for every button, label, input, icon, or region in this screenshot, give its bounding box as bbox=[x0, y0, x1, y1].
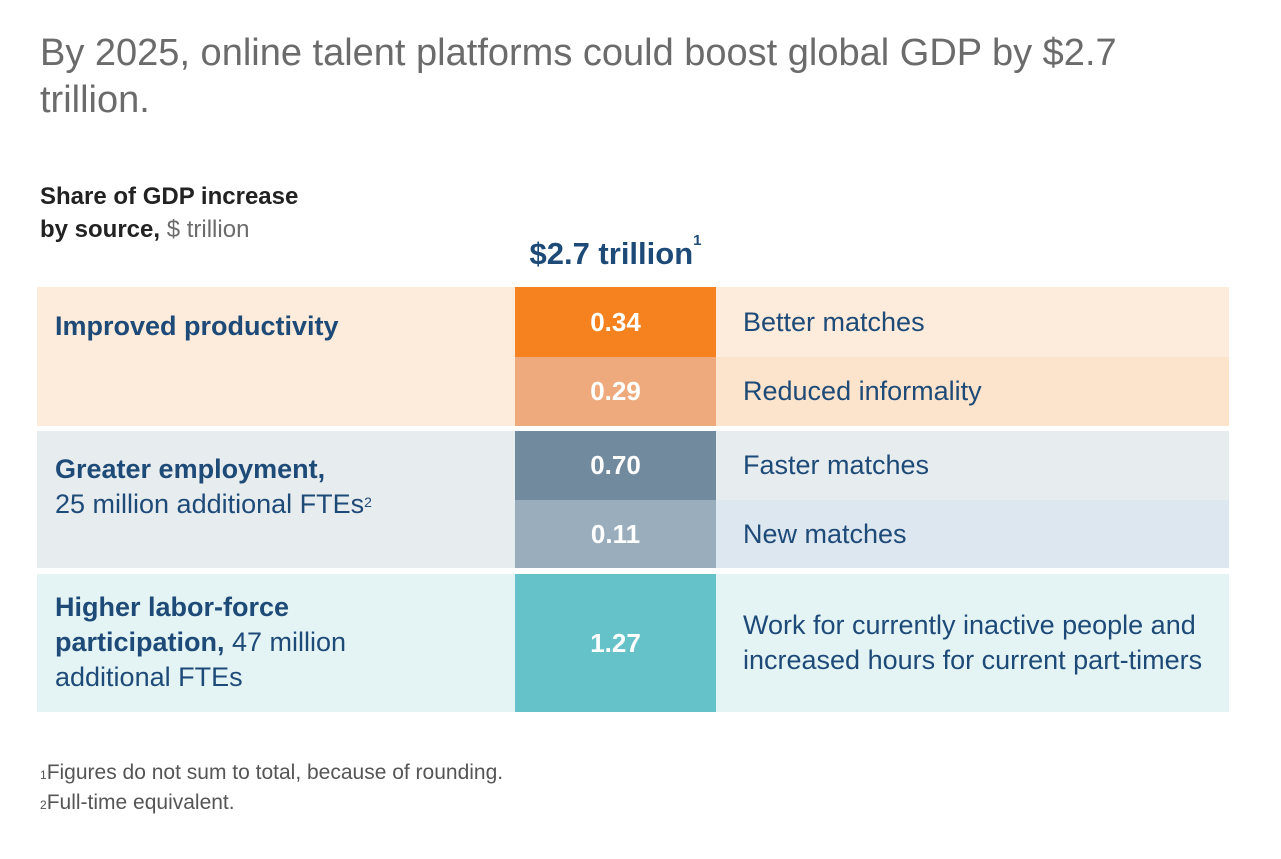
total-footnote-mark: 1 bbox=[693, 232, 702, 249]
subtitle-unit: $ trillion bbox=[160, 216, 250, 243]
group-detail: 47 million additional FTEs bbox=[55, 627, 347, 692]
total-label: $2.7 trillion1 bbox=[515, 232, 716, 272]
group-name: Higher labor-force participation, bbox=[55, 592, 290, 657]
footnote-1: 1Figures do not sum to total, because of… bbox=[40, 761, 504, 784]
chart-title: By 2025, online talent platforms could b… bbox=[40, 32, 1117, 121]
group-label-participation: Higher labor-force participation, 47 mil… bbox=[55, 590, 455, 695]
source-label-new-matches: New matches bbox=[743, 518, 907, 549]
subtitle-by-source: by source, bbox=[40, 216, 161, 243]
subtitle-line-1: Share of GDP increase bbox=[40, 183, 299, 210]
group-name: Greater employment, bbox=[55, 454, 326, 484]
value-cell-reduced-informality: 0.29 bbox=[515, 357, 716, 426]
group-name: Improved productivity bbox=[55, 311, 339, 341]
footnote-mark-fte: 2 bbox=[364, 494, 372, 510]
source-label-faster-matches: Faster matches bbox=[743, 450, 930, 480]
value-cell-better-matches: 0.34 bbox=[515, 287, 716, 357]
group-detail: 25 million additional FTEs2 bbox=[55, 489, 372, 519]
value-cell-new-matches: 0.11 bbox=[515, 500, 716, 568]
source-label-reduced-informality: Reduced informality bbox=[743, 376, 982, 406]
footnote-2: 2Full-time equivalent. bbox=[40, 791, 235, 814]
group-label-productivity: Improved productivity bbox=[55, 309, 495, 344]
value-cell-participation: 1.27 bbox=[515, 574, 716, 712]
chart-subtitle: Share of GDP increase by source, $ trill… bbox=[40, 180, 298, 246]
desc-bg-new-matches bbox=[716, 500, 1229, 568]
source-label-better-matches: Better matches bbox=[743, 306, 925, 337]
source-label-participation: Work for currently inactive people and i… bbox=[743, 610, 1203, 675]
group-label-employment: Greater employment, 25 million additiona… bbox=[55, 452, 495, 522]
subtitle-line-2: by source, $ trillion bbox=[40, 213, 298, 246]
desc-bg-reduced-informality bbox=[716, 357, 1229, 426]
total-value: $2.7 trillion bbox=[529, 236, 694, 271]
footnotes: 1Figures do not sum to total, because of… bbox=[40, 758, 503, 818]
value-cell-faster-matches: 0.70 bbox=[515, 431, 716, 500]
